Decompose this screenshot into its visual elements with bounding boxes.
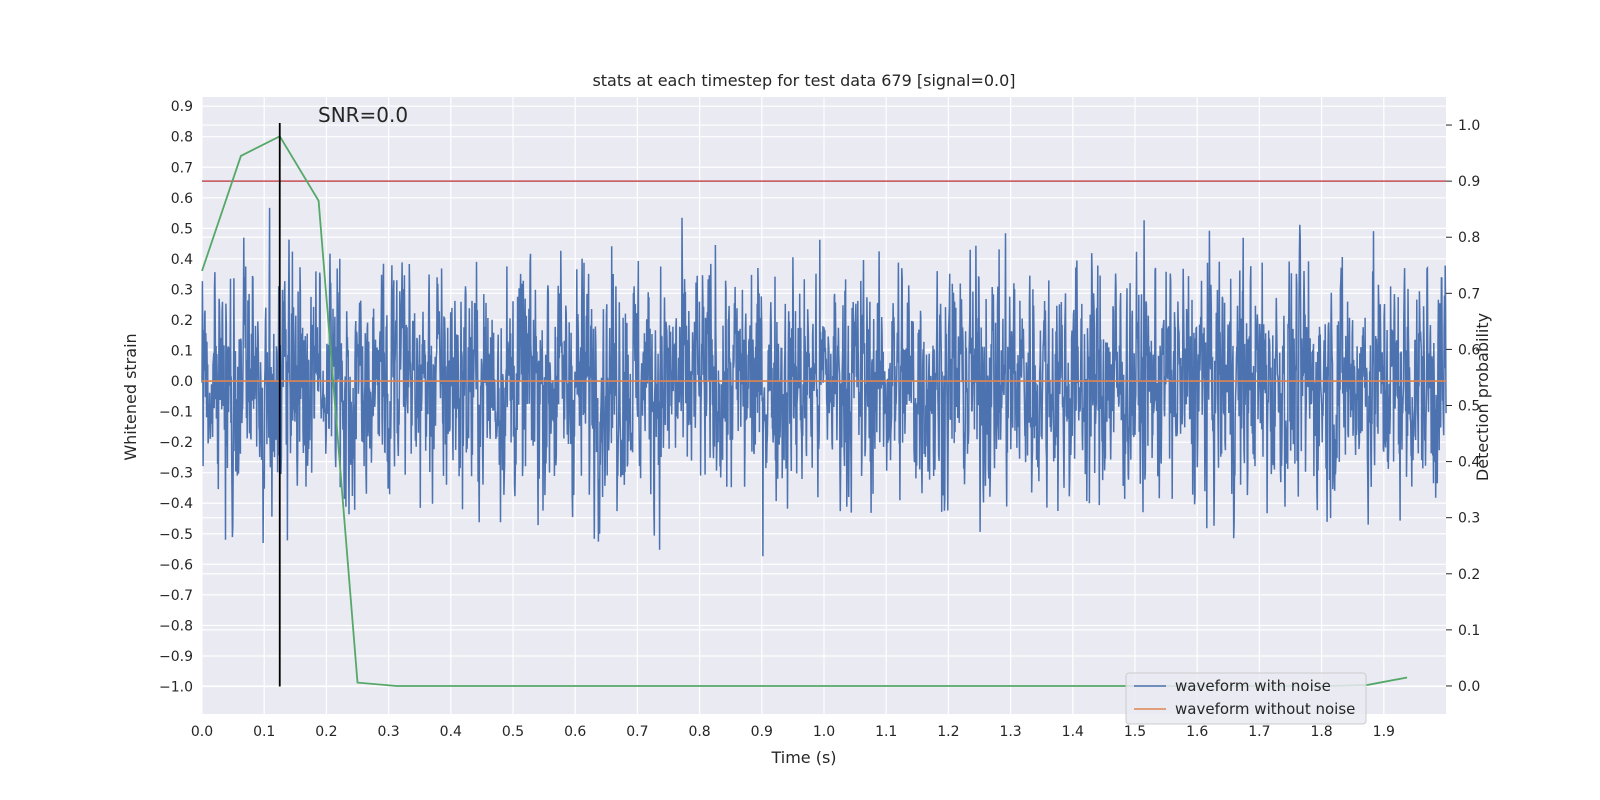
y2-tick-label: 0.6 [1458, 342, 1480, 358]
y-tick-label: 0.1 [171, 344, 193, 360]
x-tick-label: 0.5 [502, 724, 524, 740]
y-tick-label: −1.0 [159, 680, 193, 696]
legend: waveform with noise waveform without noi… [1125, 672, 1367, 725]
y2-tick-label: 1.0 [1458, 118, 1480, 134]
x-tick-label: 0.9 [751, 724, 773, 740]
y-tick-label: −0.3 [159, 466, 193, 482]
x-tick-label: 1.6 [1186, 724, 1208, 740]
x-tick-label: 1.4 [1062, 724, 1084, 740]
y-tick-label: −0.8 [159, 618, 193, 634]
x-tick-label: 0.4 [440, 724, 462, 740]
y-tick-label: −0.1 [159, 405, 193, 421]
y-tick-label: 0.5 [171, 221, 193, 237]
y2-tick-label: 0.9 [1458, 174, 1480, 190]
y-tick-label: 0.8 [171, 130, 193, 146]
x-tick-label: 1.0 [813, 724, 835, 740]
series-waveform-with-noise [201, 207, 1447, 557]
x-axis-label: Time (s) [770, 748, 836, 767]
y-tick-label: 0.6 [171, 191, 193, 207]
legend-label-clean: waveform without noise [1175, 700, 1355, 718]
x-tick-label: 1.1 [875, 724, 897, 740]
y-tick-label: −0.6 [159, 557, 193, 573]
x-tick-label: 1.2 [937, 724, 959, 740]
y-tick-label: 0.7 [171, 160, 193, 176]
legend-box [1125, 672, 1367, 725]
y2-tick-label: 0.7 [1458, 286, 1480, 302]
chart-title: stats at each timestep for test data 679… [592, 71, 1015, 90]
y2-tick-label: 0.1 [1458, 623, 1480, 639]
y-axis-ticks: 0.9 0.8 0.7 0.6 0.5 0.4 0.3 0.2 0.1 0.0 −0.1 −0.2 −0… [159, 99, 193, 695]
y-tick-label: 0.3 [171, 282, 193, 298]
y2-tick-label: 0.8 [1458, 230, 1480, 246]
x-axis-ticks: 0.0 0.1 0.2 0.3 0.4 0.5 0.6 0.7 0.8 0.9 1.0 1.1 1.2 1… [191, 724, 1395, 740]
y2-tick-label: 0.2 [1458, 567, 1480, 583]
legend-label-noisy: waveform with noise [1175, 677, 1331, 695]
x-tick-label: 0.0 [191, 724, 213, 740]
noisy-waveform-line [201, 207, 1447, 557]
y-tick-label: −0.4 [159, 496, 193, 512]
y2-tick-label: 0.4 [1458, 455, 1480, 471]
y2-tick-label: 0.5 [1458, 399, 1480, 415]
x-tick-label: 1.8 [1310, 724, 1332, 740]
y-tick-label: 0.4 [171, 252, 193, 268]
x-tick-label: 0.1 [253, 724, 275, 740]
grid-lines [201, 97, 1446, 714]
x-tick-label: 1.5 [1124, 724, 1146, 740]
y-tick-label: −0.5 [159, 527, 193, 543]
x-tick-label: 0.6 [564, 724, 586, 740]
y-axis-label: Whitened strain [121, 333, 140, 460]
x-tick-label: 0.3 [377, 724, 399, 740]
y-tick-label: 0.9 [171, 99, 193, 115]
y2-axis-ticks: 1.0 0.9 0.8 0.7 0.6 0.5 0.4 0.3 0.2 0.1 0.0 [1446, 118, 1480, 695]
y-tick-label: 0.2 [171, 313, 193, 329]
x-tick-label: 1.9 [1373, 724, 1395, 740]
y-tick-label: 0.0 [171, 374, 193, 390]
y2-tick-label: 0.3 [1458, 511, 1480, 527]
y2-axis-label: Detection probability [1473, 313, 1492, 481]
x-tick-label: 0.7 [626, 724, 648, 740]
x-tick-label: 0.2 [315, 724, 337, 740]
y2-tick-label: 0.0 [1458, 679, 1480, 695]
x-tick-label: 1.3 [999, 724, 1021, 740]
y-tick-label: −0.9 [159, 649, 193, 665]
y-tick-label: −0.2 [159, 435, 193, 451]
x-tick-label: 1.7 [1248, 724, 1270, 740]
x-tick-label: 0.8 [688, 724, 710, 740]
snr-annotation: SNR=0.0 [318, 103, 408, 127]
y-tick-label: −0.7 [159, 588, 193, 604]
